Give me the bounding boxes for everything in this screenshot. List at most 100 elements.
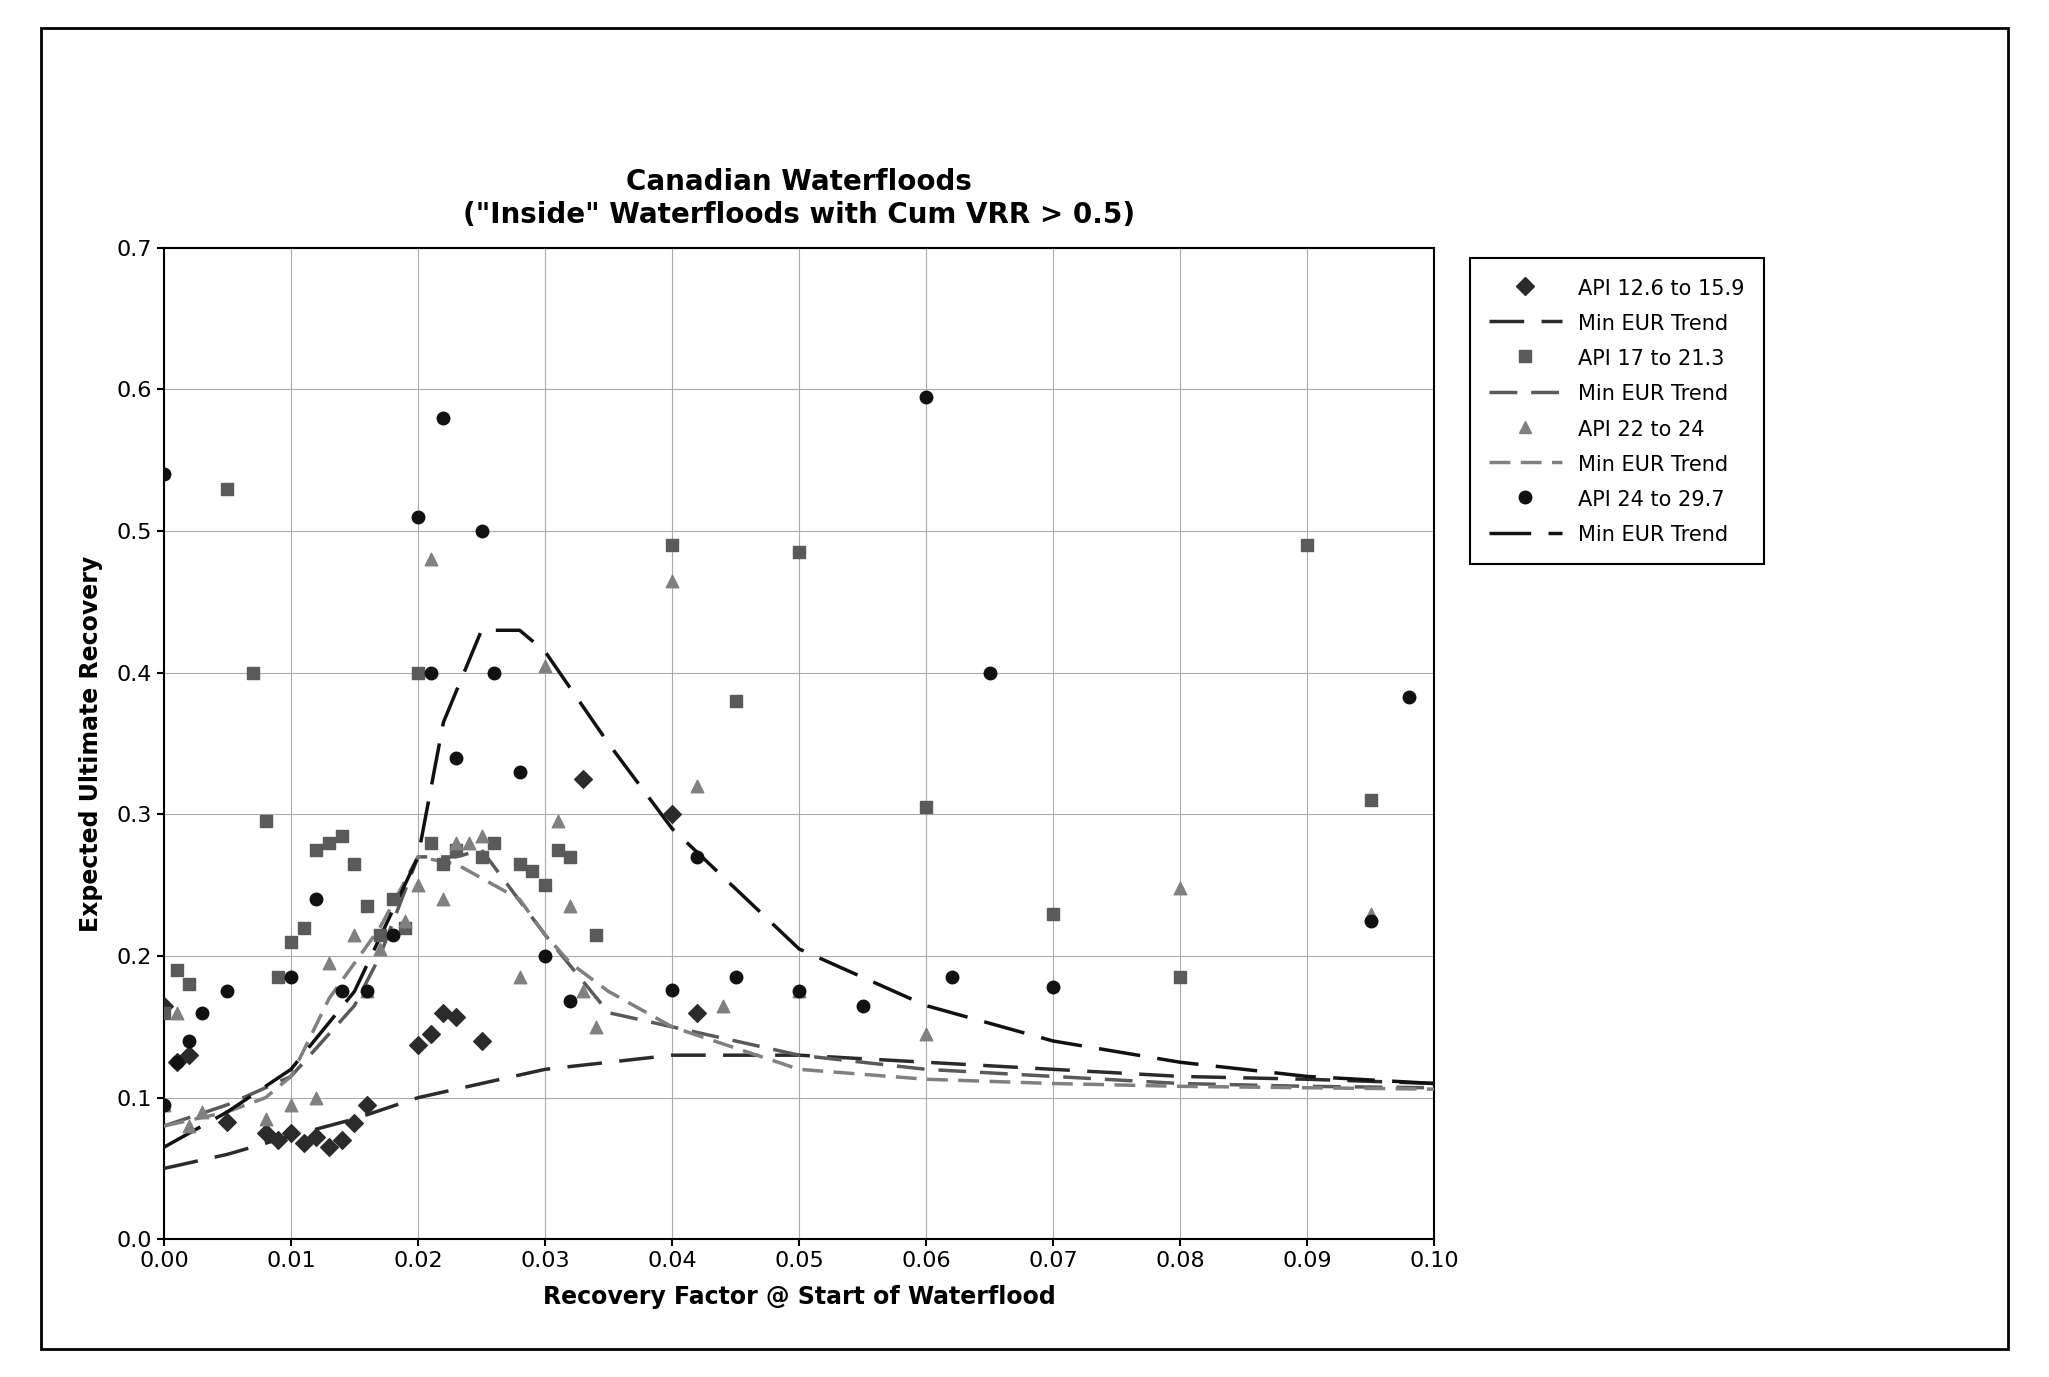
Point bbox=[275, 1122, 307, 1144]
Point bbox=[402, 1034, 434, 1056]
Point bbox=[680, 845, 713, 868]
Point bbox=[160, 960, 193, 982]
Point bbox=[299, 888, 332, 910]
Point bbox=[1164, 877, 1197, 899]
Point bbox=[148, 994, 180, 1016]
Point bbox=[1037, 976, 1070, 998]
Point bbox=[160, 1051, 193, 1073]
Point bbox=[504, 761, 537, 784]
Point bbox=[299, 839, 332, 861]
Point bbox=[441, 832, 473, 854]
Point bbox=[910, 1023, 943, 1045]
Point bbox=[172, 1115, 205, 1137]
Point bbox=[846, 994, 879, 1016]
Point bbox=[414, 662, 447, 684]
Point bbox=[719, 967, 752, 989]
Point bbox=[656, 534, 688, 556]
Point bbox=[402, 874, 434, 896]
Point bbox=[465, 825, 498, 847]
Point bbox=[910, 386, 943, 408]
Point bbox=[338, 1113, 371, 1135]
Point bbox=[426, 1001, 459, 1023]
Point bbox=[465, 1030, 498, 1052]
Point bbox=[414, 832, 447, 854]
Point bbox=[186, 1100, 219, 1122]
Point bbox=[504, 852, 537, 874]
Point bbox=[426, 406, 459, 428]
Point bbox=[389, 917, 422, 939]
Point bbox=[414, 1023, 447, 1045]
Point bbox=[350, 980, 383, 1002]
Point bbox=[350, 980, 383, 1002]
Point bbox=[568, 768, 600, 790]
Point bbox=[160, 1001, 193, 1023]
Point bbox=[250, 811, 283, 833]
Point bbox=[299, 1126, 332, 1148]
Point bbox=[553, 895, 586, 917]
Point bbox=[172, 974, 205, 996]
Point bbox=[402, 505, 434, 527]
Point bbox=[553, 845, 586, 868]
Point bbox=[172, 1030, 205, 1052]
Point bbox=[402, 662, 434, 684]
Point bbox=[783, 980, 816, 1002]
Point bbox=[453, 832, 486, 854]
Point bbox=[477, 832, 510, 854]
Title: Canadian Waterfloods
("Inside" Waterfloods with Cum VRR > 0.5): Canadian Waterfloods ("Inside" Waterfloo… bbox=[463, 168, 1135, 229]
Point bbox=[172, 1044, 205, 1066]
Point bbox=[707, 994, 740, 1016]
Point bbox=[441, 746, 473, 768]
Point bbox=[275, 931, 307, 953]
Point bbox=[680, 775, 713, 797]
Point bbox=[350, 895, 383, 917]
Point bbox=[148, 464, 180, 486]
Point bbox=[1037, 902, 1070, 924]
Point bbox=[148, 1093, 180, 1115]
Point bbox=[275, 967, 307, 989]
Point bbox=[568, 980, 600, 1002]
Point bbox=[441, 839, 473, 861]
Point bbox=[377, 888, 410, 910]
Point bbox=[477, 662, 510, 684]
Point bbox=[186, 1001, 219, 1023]
Point bbox=[1164, 967, 1197, 989]
Point bbox=[529, 945, 561, 967]
X-axis label: Recovery Factor @ Start of Waterflood: Recovery Factor @ Start of Waterflood bbox=[543, 1285, 1055, 1310]
Point bbox=[541, 811, 574, 833]
Point bbox=[541, 839, 574, 861]
Point bbox=[529, 654, 561, 676]
Point bbox=[426, 852, 459, 874]
Point bbox=[680, 1001, 713, 1023]
Point bbox=[326, 1129, 359, 1151]
Point bbox=[350, 1093, 383, 1115]
Point bbox=[656, 979, 688, 1001]
Point bbox=[326, 825, 359, 847]
Point bbox=[250, 1108, 283, 1131]
Point bbox=[211, 478, 244, 500]
Point bbox=[441, 1007, 473, 1029]
Point bbox=[426, 888, 459, 910]
Point bbox=[299, 1086, 332, 1108]
Point bbox=[148, 1001, 180, 1023]
Point bbox=[377, 924, 410, 946]
Point bbox=[250, 1122, 283, 1144]
Point bbox=[580, 924, 613, 946]
Point bbox=[1354, 789, 1387, 811]
Point bbox=[313, 1136, 346, 1158]
Point bbox=[211, 980, 244, 1002]
Point bbox=[910, 796, 943, 818]
Point bbox=[1291, 534, 1324, 556]
Point bbox=[783, 541, 816, 563]
Point bbox=[1393, 686, 1426, 708]
Point bbox=[973, 662, 1006, 684]
Point bbox=[1354, 910, 1387, 932]
Point bbox=[553, 990, 586, 1012]
Point bbox=[580, 1016, 613, 1038]
Point bbox=[363, 924, 395, 946]
Point bbox=[326, 980, 359, 1002]
Point bbox=[414, 548, 447, 570]
Point bbox=[287, 1132, 320, 1154]
Point bbox=[465, 521, 498, 543]
Y-axis label: Expected Ultimate Recovery: Expected Ultimate Recovery bbox=[78, 555, 102, 932]
Point bbox=[275, 1093, 307, 1115]
